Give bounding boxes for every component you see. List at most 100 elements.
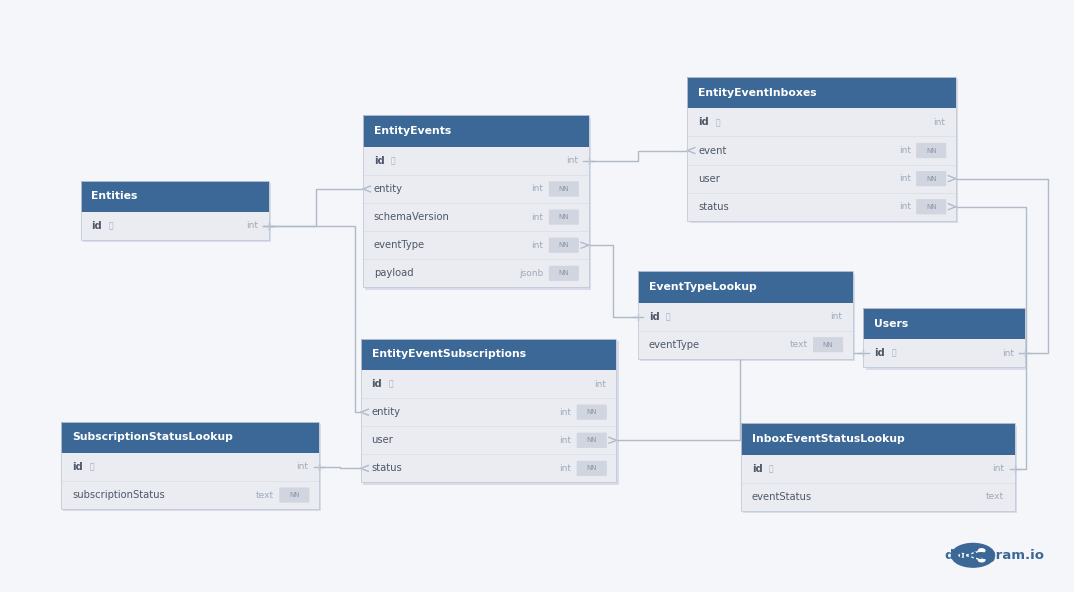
Text: payload: payload [374,268,413,278]
FancyBboxPatch shape [741,455,1015,511]
FancyBboxPatch shape [81,212,268,240]
Text: EntityEvents: EntityEvents [374,126,451,136]
Text: text: text [256,491,274,500]
FancyBboxPatch shape [690,79,958,223]
Text: text: text [986,493,1004,501]
Text: EntityEventInboxes: EntityEventInboxes [698,88,816,98]
Text: id: id [649,311,659,321]
Text: dbdiagram.io: dbdiagram.io [944,549,1044,562]
FancyBboxPatch shape [61,453,319,509]
Circle shape [959,554,966,557]
FancyBboxPatch shape [279,487,309,503]
Text: int: int [899,174,911,183]
FancyBboxPatch shape [640,274,855,361]
FancyBboxPatch shape [365,118,591,289]
Text: id: id [91,221,102,231]
FancyBboxPatch shape [743,426,1017,513]
Text: EntityEventSubscriptions: EntityEventSubscriptions [372,349,526,359]
Text: subscriptionStatus: subscriptionStatus [72,490,164,500]
Text: NN: NN [289,492,300,498]
Circle shape [978,558,985,562]
FancyBboxPatch shape [916,143,946,158]
Text: int: int [532,185,543,194]
FancyBboxPatch shape [916,199,946,214]
Text: NN: NN [926,176,937,182]
FancyBboxPatch shape [61,422,319,453]
FancyBboxPatch shape [363,147,589,287]
Text: eventType: eventType [649,340,700,350]
Text: ⚿: ⚿ [891,349,896,358]
Text: NN: NN [558,186,569,192]
FancyBboxPatch shape [363,341,619,485]
Text: id: id [72,462,83,472]
FancyBboxPatch shape [577,404,607,420]
Text: SubscriptionStatusLookup: SubscriptionStatusLookup [72,432,233,442]
Text: int: int [532,213,543,221]
Text: NN: NN [926,204,937,210]
FancyBboxPatch shape [549,237,579,253]
Text: entity: entity [372,407,401,417]
FancyBboxPatch shape [741,423,1015,455]
Text: int: int [899,146,911,155]
Text: int: int [560,464,571,473]
Text: status: status [372,464,403,474]
Text: jsonb: jsonb [519,269,543,278]
FancyBboxPatch shape [363,115,589,147]
Text: int: int [933,118,945,127]
Text: int: int [830,312,842,321]
Text: NN: NN [558,271,569,276]
Text: Entities: Entities [91,191,137,201]
FancyBboxPatch shape [813,337,843,352]
Text: NN: NN [558,214,569,220]
Text: id: id [698,117,709,127]
Text: int: int [566,156,578,165]
Text: InboxEventStatusLookup: InboxEventStatusLookup [752,434,904,444]
FancyBboxPatch shape [577,433,607,448]
FancyBboxPatch shape [866,310,1027,369]
Text: ⚿: ⚿ [391,156,395,165]
Text: ⚿: ⚿ [666,312,670,321]
Circle shape [952,543,995,567]
FancyBboxPatch shape [577,461,607,476]
Text: int: int [594,379,606,388]
Text: ⚿: ⚿ [389,379,393,388]
Text: entity: entity [374,184,403,194]
FancyBboxPatch shape [916,171,946,186]
Text: int: int [560,408,571,417]
Text: int: int [246,221,258,230]
Text: id: id [374,156,384,166]
Text: eventType: eventType [374,240,425,250]
FancyBboxPatch shape [863,308,1025,339]
Text: NN: NN [823,342,833,348]
FancyBboxPatch shape [863,339,1025,367]
Text: NN: NN [586,437,597,443]
Text: int: int [899,202,911,211]
Text: event: event [698,146,726,156]
Text: Users: Users [874,318,909,329]
FancyBboxPatch shape [63,424,321,511]
Text: eventStatus: eventStatus [752,492,812,502]
Text: NN: NN [926,147,937,153]
Text: ⚿: ⚿ [715,118,720,127]
Text: int: int [992,464,1004,473]
FancyBboxPatch shape [549,181,579,197]
FancyBboxPatch shape [549,210,579,225]
FancyBboxPatch shape [638,303,853,359]
Text: int: int [532,241,543,250]
FancyBboxPatch shape [638,271,853,303]
Text: id: id [752,464,763,474]
FancyBboxPatch shape [549,266,579,281]
Text: user: user [372,435,393,445]
Text: NN: NN [586,409,597,415]
Text: schemaVersion: schemaVersion [374,212,450,222]
FancyBboxPatch shape [361,339,616,370]
Text: EventTypeLookup: EventTypeLookup [649,282,756,292]
Text: ⚿: ⚿ [89,462,93,471]
Text: id: id [874,348,885,358]
Text: NN: NN [586,465,597,471]
Text: ⚿: ⚿ [769,464,773,473]
Text: NN: NN [558,242,569,248]
Text: status: status [698,202,729,212]
Text: id: id [372,379,382,389]
Text: text: text [789,340,808,349]
